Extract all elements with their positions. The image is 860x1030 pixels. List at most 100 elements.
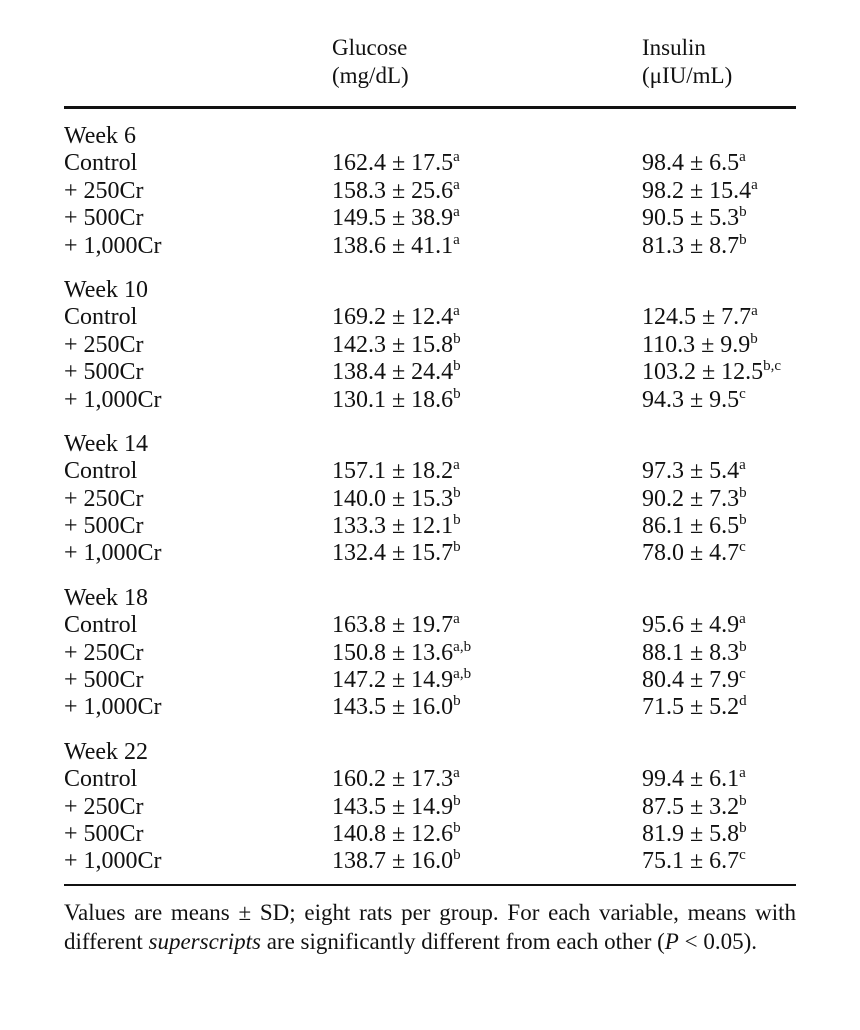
table-row: + 250Cr 150.8 ± 13.6a,b 88.1 ± 8.3b	[64, 638, 796, 667]
glucose-value: 157.1 ± 18.2	[332, 458, 454, 485]
table-row: Control 162.4 ± 17.5a 98.4 ± 6.5a	[64, 150, 796, 177]
glucose-value-cell: 133.3 ± 12.1b	[332, 513, 461, 540]
insulin-value: 90.2 ± 7.3	[642, 485, 740, 512]
footnote-emphasis: superscripts	[148, 928, 261, 954]
insulin-value: 87.5 ± 3.2	[642, 793, 740, 820]
treatment-label: + 500Cr	[64, 205, 144, 232]
insulin-value-cell: 88.1 ± 8.3b	[642, 639, 747, 667]
glucose-value: 162.4 ± 17.5	[332, 150, 454, 177]
footnote-text-3: < 0.05).	[678, 928, 757, 954]
insulin-value-cell: 75.1 ± 6.7c	[642, 848, 746, 875]
table-row: + 250Cr 158.3 ± 25.6a 98.2 ± 15.4a	[64, 176, 796, 205]
footnote-text-2: are significantly different from each ot…	[260, 928, 665, 954]
glucose-superscript: b	[453, 847, 461, 864]
insulin-value: 98.2 ± 15.4	[642, 177, 752, 204]
glucose-value-cell: 162.4 ± 17.5a	[332, 150, 460, 177]
table-row: Control 157.1 ± 18.2a 97.3 ± 5.4a	[64, 458, 796, 485]
glucose-value: 138.4 ± 24.4	[332, 359, 454, 386]
glucose-value: 142.3 ± 15.8	[332, 331, 454, 358]
insulin-header-name: Insulin	[642, 35, 706, 60]
treatment-label: + 250Cr	[64, 793, 144, 820]
insulin-value: 81.3 ± 8.7	[642, 232, 740, 259]
glucose-superscript: b	[453, 484, 461, 501]
glucose-superscript: a	[453, 611, 460, 628]
table-row: Control 160.2 ± 17.3a 99.4 ± 6.1a	[64, 766, 796, 793]
week-group: Week 6 Control 162.4 ± 17.5a 98.4 ± 6.5a + 2…	[64, 123, 796, 260]
week-title: Week 6	[64, 123, 137, 149]
treatment-label: + 1,000Cr	[64, 540, 162, 567]
treatment-label: + 250Cr	[64, 639, 144, 666]
table-footnote: Values are means ± SD; eight rats per gr…	[64, 886, 796, 956]
glucose-superscript: a,b	[453, 638, 472, 655]
table-row: + 1,000Cr 138.6 ± 41.1a 81.3 ± 8.7b	[64, 231, 796, 260]
insulin-superscript: b	[750, 330, 758, 347]
insulin-value-cell: 80.4 ± 7.9c	[642, 667, 746, 694]
insulin-value-cell: 94.3 ± 9.5c	[642, 386, 746, 414]
insulin-value: 110.3 ± 9.9	[642, 331, 751, 358]
table-row: + 250Cr 142.3 ± 15.8b 110.3 ± 9.9b	[64, 330, 796, 359]
glucose-value: 132.4 ± 15.7	[332, 540, 454, 567]
bottom-rule	[64, 883, 796, 886]
insulin-superscript: a	[739, 611, 746, 628]
insulin-value-cell: 97.3 ± 5.4a	[642, 458, 746, 485]
insulin-value: 103.2 ± 12.5	[642, 359, 764, 386]
table-row: Control 169.2 ± 12.4a 124.5 ± 7.7a	[64, 304, 796, 331]
insulin-superscript: b	[739, 792, 747, 809]
glucose-value-cell: 158.3 ± 25.6a	[332, 176, 460, 205]
glucose-value-cell: 138.4 ± 24.4b	[332, 359, 461, 386]
table-row: + 250Cr 140.0 ± 15.3b 90.2 ± 7.3b	[64, 484, 796, 513]
week-title: Week 18	[64, 584, 149, 611]
week-group: Week 22 Control 160.2 ± 17.3a 99.4 ± 6.1a + …	[64, 739, 796, 876]
glucose-superscript: b	[453, 512, 461, 529]
footnote-p-symbol: P	[664, 928, 679, 954]
glucose-value: 140.0 ± 15.3	[332, 485, 454, 512]
insulin-value: 71.5 ± 5.2	[642, 694, 740, 721]
glucose-value-cell: 157.1 ± 18.2a	[332, 458, 460, 485]
glucose-superscript: a	[453, 176, 460, 193]
insulin-superscript: b	[739, 484, 747, 501]
glucose-value-cell: 140.0 ± 15.3b	[332, 484, 461, 513]
glucose-value: 149.5 ± 38.9	[332, 205, 454, 232]
insulin-value: 124.5 ± 7.7	[642, 304, 752, 331]
glucose-column-header: Glucose (mg/dL)	[332, 34, 409, 90]
treatment-label: + 250Cr	[64, 485, 144, 512]
glucose-superscript: b	[453, 385, 461, 402]
glucose-value: 143.5 ± 14.9	[332, 793, 454, 820]
glucose-superscript: b	[453, 358, 461, 375]
glucose-value-cell: 143.5 ± 16.0b	[332, 694, 461, 721]
glucose-value-cell: 132.4 ± 15.7b	[332, 540, 461, 567]
glucose-superscript: b	[453, 330, 461, 347]
insulin-superscript: d	[739, 693, 747, 710]
glucose-superscript: b	[453, 693, 461, 710]
week-title-row: Week 22	[64, 739, 796, 766]
insulin-value: 88.1 ± 8.3	[642, 639, 740, 666]
insulin-superscript: b	[739, 231, 747, 248]
glucose-value: 133.3 ± 12.1	[332, 513, 454, 540]
insulin-value-cell: 99.4 ± 6.1a	[642, 766, 746, 793]
table-row: + 500Cr 133.3 ± 12.1b 86.1 ± 6.5b	[64, 513, 796, 540]
week-group: Week 18 Control 163.8 ± 19.7a 95.6 ± 4.9a + …	[64, 585, 796, 722]
week-title-row: Week 18	[64, 585, 796, 612]
insulin-superscript: b	[739, 204, 747, 221]
glucose-superscript: a	[453, 457, 460, 474]
treatment-label: + 500Cr	[64, 513, 144, 540]
table-row: + 500Cr 149.5 ± 38.9a 90.5 ± 5.3b	[64, 205, 796, 232]
treatment-label: + 1,000Cr	[64, 232, 162, 259]
insulin-value: 81.9 ± 5.8	[642, 820, 740, 847]
week-title: Week 22	[64, 738, 149, 765]
glucose-superscript: a	[453, 765, 460, 782]
glucose-value-cell: 169.2 ± 12.4a	[332, 304, 460, 331]
insulin-value: 97.3 ± 5.4	[642, 458, 740, 485]
glucose-value-cell: 138.6 ± 41.1a	[332, 232, 460, 260]
glucose-value-cell: 150.8 ± 13.6a,b	[332, 638, 472, 667]
treatment-label: Control	[64, 150, 138, 177]
glucose-value: 143.5 ± 16.0	[332, 694, 454, 721]
insulin-superscript: a	[751, 303, 758, 320]
insulin-value: 80.4 ± 7.9	[642, 667, 740, 694]
table-row: + 1,000Cr 132.4 ± 15.7b 78.0 ± 4.7c	[64, 540, 796, 567]
insulin-value-cell: 81.3 ± 8.7b	[642, 231, 747, 260]
insulin-value-cell: 110.3 ± 9.9b	[642, 330, 758, 359]
insulin-column-header: Insulin (μIU/mL)	[642, 34, 732, 90]
treatment-label: Control	[64, 458, 138, 485]
